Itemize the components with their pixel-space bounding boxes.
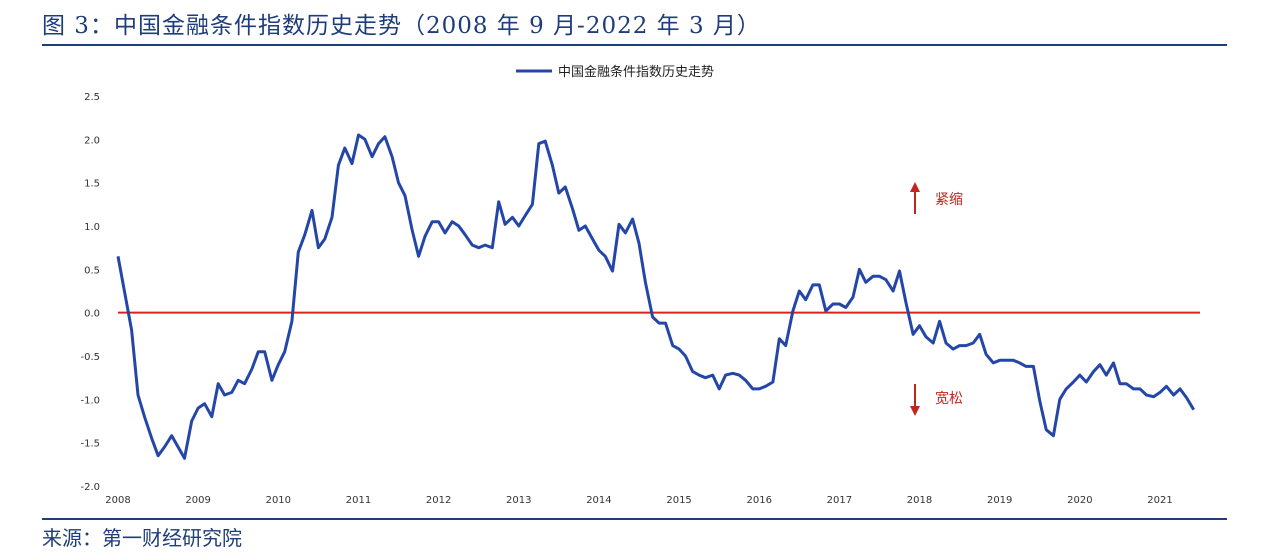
x-tick-label: 2011 (346, 495, 371, 506)
x-tick-label: 2017 (827, 495, 852, 506)
x-tick-label: 2020 (1067, 495, 1092, 506)
bottom-divider (42, 518, 1227, 520)
x-axis-ticks: 2008 2009 2010 2011 2012 2013 2014 2015 2016 2017… (105, 495, 1172, 506)
chart-legend: 中国金融条件指数历史走势 (516, 64, 714, 80)
x-tick-label: 2021 (1147, 495, 1172, 506)
y-tick-label: -2.0 (80, 482, 100, 493)
x-tick-label: 2012 (426, 495, 451, 506)
y-tick-label: 2.0 (84, 135, 100, 146)
legend-label: 中国金融条件指数历史走势 (558, 64, 714, 80)
series-line (116, 133, 1195, 460)
x-tick-label: 2013 (506, 495, 531, 506)
tightening-label: 紧缩 (935, 192, 963, 208)
x-tick-label: 2018 (907, 495, 932, 506)
x-tick-label: 2014 (586, 495, 611, 506)
y-tick-label: 0.0 (84, 309, 100, 320)
easing-label: 宽松 (935, 390, 963, 407)
y-tick-label: 0.5 (84, 265, 100, 276)
x-tick-label: 2008 (105, 495, 130, 506)
source-note: 来源：第一财经研究院 (42, 526, 242, 550)
y-tick-label: -1.5 (80, 439, 100, 450)
x-tick-label: 2009 (185, 495, 210, 506)
y-tick-label: 2.5 (84, 92, 100, 103)
y-tick-label: 1.0 (84, 222, 100, 233)
x-tick-label: 2015 (666, 495, 691, 506)
tightening-annotation: 紧缩 (910, 182, 963, 214)
down-arrowhead-icon (910, 406, 920, 416)
x-tick-label: 2010 (266, 495, 291, 506)
top-divider (42, 44, 1227, 46)
x-tick-label: 2016 (747, 495, 772, 506)
y-tick-label: -1.0 (80, 395, 100, 406)
y-axis-ticks: 2.5 2.0 1.5 1.0 0.5 0.0 -0.5 -1.0 -1.5 -2.0 (80, 92, 100, 493)
y-tick-label: -0.5 (80, 352, 100, 363)
x-tick-label: 2019 (987, 495, 1012, 506)
y-tick-label: 1.5 (84, 179, 100, 190)
figure-title: 图 3：中国金融条件指数历史走势（2008 年 9 月-2022 年 3 月） (42, 13, 761, 39)
up-arrowhead-icon (910, 182, 920, 192)
easing-annotation: 宽松 (910, 384, 963, 416)
